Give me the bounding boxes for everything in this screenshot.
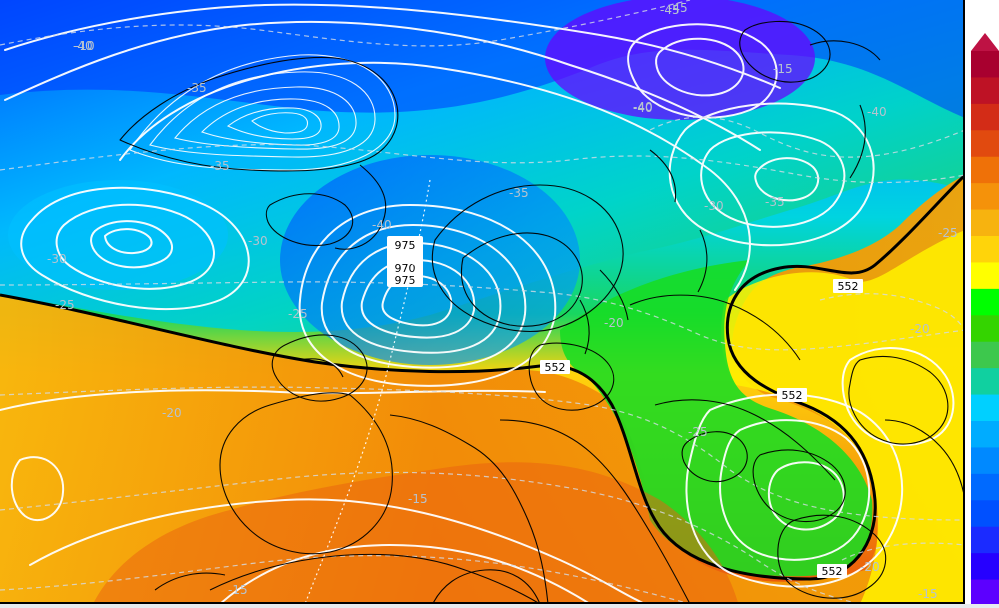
temperature-label-minus20-southeast: -20 <box>860 560 880 574</box>
colorbar-bin <box>971 447 999 475</box>
temperature-label-minus30-west: -30 <box>47 252 67 266</box>
temperature-label-minus15-central: -15 <box>408 492 428 506</box>
colorbar-bin <box>971 526 999 554</box>
pressure-label-970: 970 <box>395 262 416 275</box>
temperature-label-minus35-north: -35 <box>187 81 207 95</box>
temperature-label-minus15-southeast: -15 <box>918 587 938 601</box>
coastlines <box>119 20 963 602</box>
552-isohypse-labels: 552 552 552 552 <box>540 279 863 578</box>
temperature-label-minus20-center: -20 <box>604 316 624 330</box>
colorbar-bin <box>971 288 999 316</box>
colorbar-bin <box>971 421 999 449</box>
temperature-label-minus20-west: -20 <box>162 406 182 420</box>
map-frame: 552 552 552 552 <box>0 0 965 604</box>
colorbar-bin <box>971 500 999 528</box>
temperature-label-minus40-west: -40 <box>73 39 93 53</box>
temperature-label-minus40-overlap: -40 <box>633 100 653 114</box>
temperature-label-minus30-east: -30 <box>704 199 724 213</box>
temperature-label-minus15-south: -15 <box>228 583 248 597</box>
552-label-bottom: 552 <box>817 564 847 578</box>
552-isohypse <box>0 174 963 581</box>
552-label-right-top: 552 <box>833 279 863 293</box>
colorbar-bin <box>971 394 999 422</box>
colorbar-bin <box>971 315 999 343</box>
meridian-line <box>305 179 431 602</box>
weather-map: 552 552 552 552 <box>0 0 963 602</box>
temperature-colorbar <box>971 33 999 606</box>
colorbar-bin <box>971 103 999 131</box>
colorbar-bin <box>971 183 999 211</box>
552-label-text: 552 <box>822 565 843 578</box>
colorbar-bin <box>971 77 999 105</box>
temperature-label-minus35-west: -35 <box>210 159 230 173</box>
temperature-isotherms <box>0 0 963 602</box>
552-label-right-mid: 552 <box>777 388 807 402</box>
pressure-label-975-bottom: 975 <box>395 274 416 287</box>
552-label-text: 552 <box>545 361 566 374</box>
colorbar-bin <box>971 262 999 290</box>
temperature-label-minus25-east: -25 <box>938 226 958 240</box>
temperature-label-minus40-east: -40 <box>867 105 887 119</box>
colorbar-bin <box>971 156 999 184</box>
colorbar-bin <box>971 368 999 396</box>
colorbar-bins <box>971 51 999 606</box>
colorbar-bin <box>971 236 999 264</box>
polar-vortex-core <box>545 0 815 120</box>
pressure-label-975-top: 975 <box>395 239 416 252</box>
552-label-text: 552 <box>838 280 859 293</box>
temperature-labels: -45 -45 -40 -40 -40 -40 -35 -35 -35 -35 … <box>47 1 958 601</box>
colorbar-bin <box>971 51 999 79</box>
cold-pool-west <box>8 180 228 290</box>
colorbar-bin <box>971 341 999 369</box>
temperature-label-minus45-secondary: -45 <box>668 1 688 15</box>
colorbar-bin <box>971 579 999 606</box>
temperature-label-minus35-east: -35 <box>765 195 785 209</box>
colorbar-bin <box>971 473 999 501</box>
colorbar-bin <box>971 130 999 158</box>
temperature-label-minus10-northwest: -10 <box>75 39 95 53</box>
bottom-strip <box>0 604 999 608</box>
temperature-label-minus15-northeast: -15 <box>773 62 793 76</box>
colorbar-bin <box>971 553 999 581</box>
warm-air-mass <box>0 176 963 602</box>
temperature-label-minus25-center: -25 <box>288 307 308 321</box>
temperature-label-minus25-west: -25 <box>55 298 75 312</box>
colorbar-upper-arrow <box>971 33 999 51</box>
surface-pressure-labels: 975 970 975 <box>387 236 423 287</box>
yellow-temperature-zone <box>721 230 963 602</box>
temperature-label-minus35-central: -35 <box>509 186 529 200</box>
temperature-label-minus40-central: -40 <box>633 101 653 115</box>
temperature-label-minus45: -45 <box>660 3 680 17</box>
deep-low-cold-pool <box>280 155 580 365</box>
temperature-label-minus25-southcentral: -25 <box>688 425 708 439</box>
temperature-label-minus20-east: -20 <box>910 322 930 336</box>
temperature-label-minus30-center: -30 <box>248 234 268 248</box>
green-trough-air <box>560 260 873 577</box>
552-label-left: 552 <box>540 360 570 374</box>
temperature-label-minus40-low: -40 <box>372 218 392 232</box>
552-label-text: 552 <box>782 389 803 402</box>
colorbar-bin <box>971 209 999 237</box>
